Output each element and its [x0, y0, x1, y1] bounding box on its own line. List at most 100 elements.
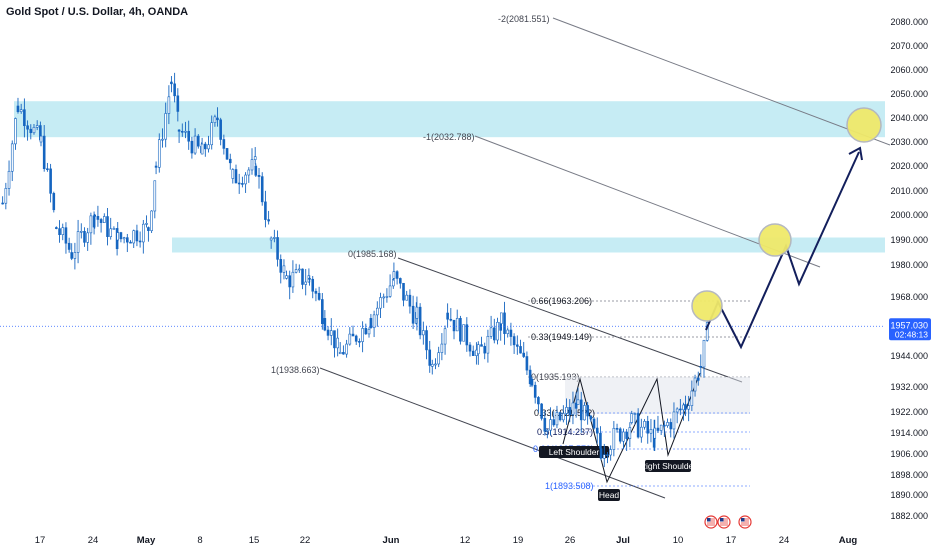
candle-body: [267, 219, 270, 222]
fib-level-label: 0.5(1914.237): [537, 427, 593, 437]
candle-body: [336, 337, 339, 349]
candle-body: [512, 336, 516, 346]
candle-body: [253, 156, 257, 160]
candle-body: [640, 426, 643, 438]
candle-body: [317, 293, 321, 300]
candle-body: [437, 352, 440, 365]
candle-body: [516, 344, 519, 347]
economic-events[interactable]: [704, 515, 752, 529]
fib-level-label: 0.66(1963.206): [531, 296, 592, 306]
time-axis[interactable]: 17 24 May 8 15 22 Jun 12 19 26 Jul 10 17 24 Aug: [35, 535, 858, 546]
candle-body: [153, 180, 157, 212]
candle-body: [76, 231, 80, 253]
us-flag-icon: [738, 515, 752, 529]
candle-body: [314, 290, 318, 294]
candle-body: [459, 318, 462, 342]
candle-body: [32, 127, 36, 134]
candle-body: [288, 275, 292, 288]
pattern-label-bg: [598, 489, 620, 501]
candle-body: [19, 109, 23, 113]
candle-body: [67, 242, 71, 250]
candle-body: [656, 427, 660, 431]
upper-resistance-zone: [14, 101, 885, 138]
time-tick: Jul: [616, 535, 630, 546]
price-axis[interactable]: 2080.000 2070.000 2060.000 2050.000 2040.000…: [889, 17, 931, 521]
candle-body: [462, 324, 465, 342]
candle-body: [244, 174, 247, 185]
candle-body: [129, 241, 132, 244]
target-circle: [758, 223, 792, 257]
candle-body: [142, 223, 145, 243]
price-tick: 2020.000: [890, 161, 928, 171]
candle-body: [23, 109, 26, 127]
price-tick: 2080.000: [890, 17, 928, 27]
candle-body: [369, 318, 373, 328]
time-tick: Aug: [839, 535, 858, 546]
candle-body: [304, 281, 308, 285]
candle-body: [646, 421, 650, 434]
candle-body: [345, 343, 348, 355]
candle-body: [351, 333, 355, 337]
candle-body: [329, 330, 333, 336]
candle-body: [430, 363, 434, 367]
candle-body: [428, 349, 432, 366]
candle-body: [126, 237, 129, 243]
time-tick: 8: [197, 535, 202, 546]
price-tick: 1906.000: [890, 449, 928, 459]
us-flag-canton: [720, 518, 724, 522]
candle-body: [273, 237, 276, 239]
candle-body: [321, 299, 324, 324]
candle-body: [225, 148, 229, 160]
candle-body: [42, 135, 46, 170]
candle-body: [609, 449, 612, 456]
candle-body: [489, 327, 493, 337]
time-tick: May: [137, 535, 156, 546]
price-tick: 1890.000: [890, 490, 928, 500]
candle-body: [622, 431, 625, 442]
candle-body: [546, 429, 549, 432]
candle-body: [375, 307, 379, 316]
candle-body: [562, 413, 565, 421]
candle-body: [388, 285, 392, 297]
candle-body: [415, 306, 419, 319]
candle-body: [408, 294, 412, 307]
time-tick: 19: [513, 535, 524, 546]
target-circle: [846, 107, 882, 143]
candle-body: [58, 228, 61, 235]
pattern-label: Right Shoulder: [640, 461, 696, 471]
candle-body: [367, 328, 371, 335]
candle-body: [522, 352, 526, 357]
candle-body: [503, 312, 506, 334]
candle-body: [49, 168, 52, 194]
candle-body: [291, 271, 295, 288]
candle-body: [83, 230, 86, 243]
head-and-shoulders-pattern: Left Shoulder Head Right Shoulder: [539, 372, 701, 501]
candle-body: [338, 352, 342, 355]
candle-body: [279, 259, 283, 273]
candle-body: [555, 412, 559, 426]
candle-body: [364, 328, 368, 335]
candle-body: [599, 448, 603, 459]
candle-body: [669, 422, 673, 430]
candle-body: [207, 144, 210, 150]
candle-body: [643, 421, 646, 428]
candle-body: [471, 350, 475, 356]
time-tick: 17: [726, 535, 737, 546]
candle-body: [543, 418, 547, 432]
candle-body: [260, 176, 264, 203]
candle-body: [361, 328, 364, 342]
time-tick: 12: [460, 535, 471, 546]
candle-body: [222, 139, 226, 149]
price-tick: 1898.000: [890, 470, 928, 480]
candle-body: [358, 341, 361, 343]
candle-body: [254, 165, 258, 176]
candle-body: [147, 227, 150, 231]
time-tick: 15: [249, 535, 260, 546]
channel-lines: -2(2081.551) -1(2032.788) 0(1985.168) 1(193…: [271, 14, 891, 499]
candle-body: [372, 314, 376, 328]
candle-body: [537, 397, 540, 405]
candle-body: [93, 214, 97, 217]
time-tick: Jun: [383, 535, 400, 546]
candle-body: [35, 125, 39, 128]
